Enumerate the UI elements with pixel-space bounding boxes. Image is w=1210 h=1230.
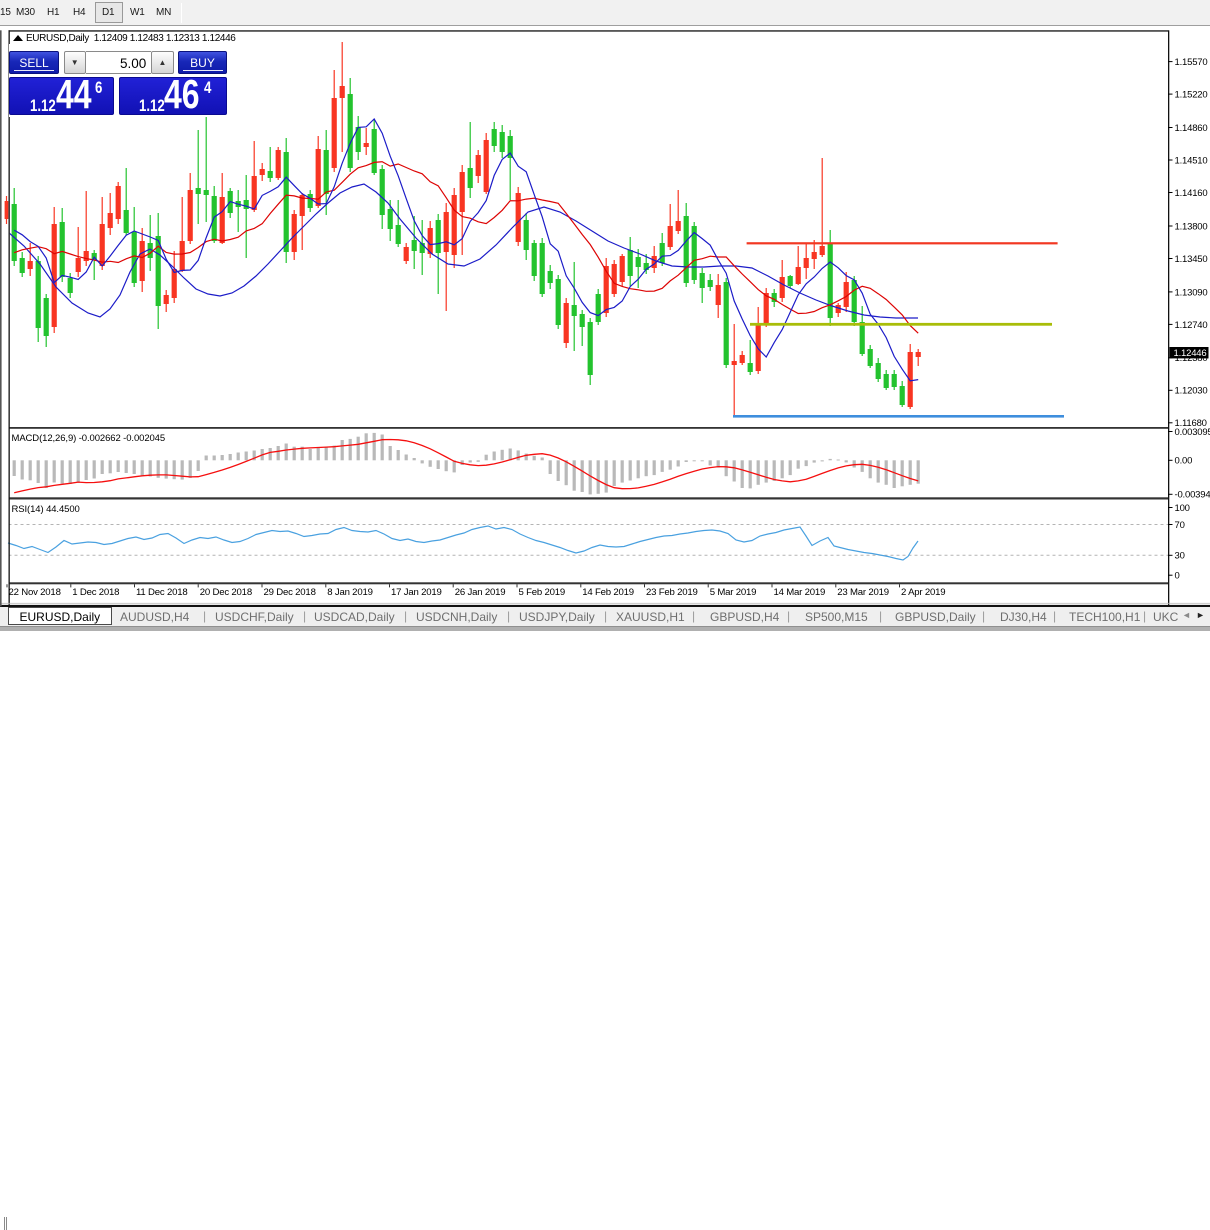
svg-text:1.15570: 1.15570 [1175,57,1208,68]
svg-text:23 Mar 2019: 23 Mar 2019 [837,587,889,598]
svg-text:1.15220: 1.15220 [1175,90,1208,101]
svg-text:14 Mar 2019: 14 Mar 2019 [774,587,826,598]
svg-text:1.12446: 1.12446 [1174,348,1207,359]
svg-text:8 Jan 2019: 8 Jan 2019 [327,587,372,598]
svg-text:11 Dec 2018: 11 Dec 2018 [136,587,188,598]
svg-text:30: 30 [1175,551,1185,562]
svg-text:0.00: 0.00 [1175,456,1193,467]
svg-text:0: 0 [1175,571,1180,582]
svg-text:23 Feb 2019: 23 Feb 2019 [646,587,698,598]
svg-text:2 Apr 2019: 2 Apr 2019 [901,587,945,598]
svg-text:5 Mar 2019: 5 Mar 2019 [710,587,757,598]
svg-text:1.13090: 1.13090 [1175,287,1208,298]
svg-text:1.13450: 1.13450 [1175,254,1208,265]
svg-text:20 Dec 2018: 20 Dec 2018 [200,587,252,598]
svg-text:1.12740: 1.12740 [1175,320,1208,331]
svg-text:26 Jan 2019: 26 Jan 2019 [455,587,506,598]
svg-text:5 Feb 2019: 5 Feb 2019 [519,587,566,598]
svg-text:14 Feb 2019: 14 Feb 2019 [582,587,634,598]
svg-text:70: 70 [1175,520,1185,531]
svg-text:1.14510: 1.14510 [1175,155,1208,166]
svg-text:1.12030: 1.12030 [1175,386,1208,397]
svg-text:29 Dec 2018: 29 Dec 2018 [264,587,316,598]
svg-text:1.14160: 1.14160 [1175,188,1208,199]
svg-text:22 Nov 2018: 22 Nov 2018 [9,587,61,598]
svg-text:100: 100 [1175,503,1190,514]
svg-text:17 Jan 2019: 17 Jan 2019 [391,587,442,598]
svg-text:1.14860: 1.14860 [1175,123,1208,134]
svg-text:-0.003947: -0.003947 [1175,490,1210,501]
svg-text:1.13800: 1.13800 [1175,221,1208,232]
svg-text:1 Dec 2018: 1 Dec 2018 [72,587,119,598]
svg-text:0.003095: 0.003095 [1175,427,1210,438]
